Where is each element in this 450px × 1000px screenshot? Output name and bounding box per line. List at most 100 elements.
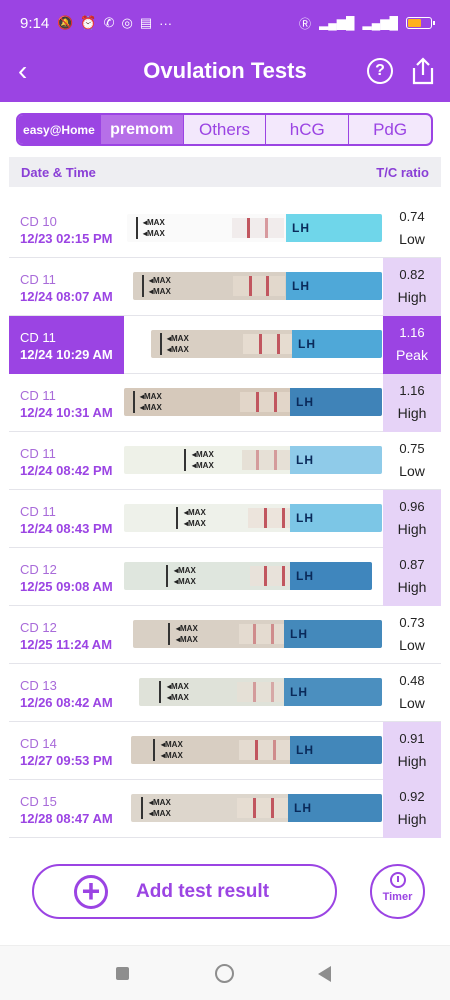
ratio-level: High xyxy=(397,579,427,595)
strip-lh-label: LH easy@home LH xyxy=(286,214,382,242)
table-row[interactable]: CD 12 12/25 11:24 AM ◂MAX◂MAX LH easy@hom… xyxy=(9,606,441,664)
tc-ratio: 0.87 High xyxy=(383,548,441,606)
date-time: 12/24 08:07 AM xyxy=(20,289,113,304)
strip-lh-label: LH easy@home LH xyxy=(290,504,382,532)
date-time: 12/25 09:08 AM xyxy=(20,579,113,594)
col-tc-ratio: T/C ratio xyxy=(376,164,429,180)
share-button[interactable] xyxy=(410,56,436,86)
tab-others[interactable]: Others xyxy=(184,115,267,144)
home-button[interactable] xyxy=(215,964,234,983)
date-time: 12/24 08:42 PM xyxy=(20,463,113,478)
results-list[interactable]: CD 10 12/23 02:15 PM ◂MAX◂MAX LH easy@hom… xyxy=(9,200,441,838)
ratio-value: 0.92 xyxy=(399,789,425,804)
table-row[interactable]: CD 11 12/24 08:43 PM ◂MAX◂MAX LH easy@hom… xyxy=(9,490,441,548)
strip-max-label: ◂MAX ◂MAX xyxy=(149,798,171,818)
ratio-level: High xyxy=(397,753,427,769)
viber-icon: ✆ xyxy=(103,15,115,30)
ratio-level: Low xyxy=(399,463,425,479)
table-row[interactable]: CD 15 12/28 08:47 AM ◂MAX◂MAX LH easy@hom… xyxy=(9,780,441,838)
cycle-day: CD 15 xyxy=(20,794,57,809)
test-strip-image: ◂MAX◂MAX LH easy@home LH xyxy=(124,562,372,590)
table-row[interactable]: CD 11 12/24 08:07 AM ◂MAX◂MAX LH easy@hom… xyxy=(9,258,441,316)
strip-max-label: ◂MAX ◂MAX xyxy=(184,508,206,528)
table-row[interactable]: CD 11 12/24 10:31 AM ◂MAX◂MAX LH easy@hom… xyxy=(9,374,441,432)
date-time: 12/27 09:53 PM xyxy=(20,753,113,768)
tc-ratio: 0.96 High xyxy=(383,490,441,548)
timer-button[interactable]: Timer xyxy=(370,864,425,919)
clock-icon xyxy=(389,872,406,888)
ratio-value: 0.87 xyxy=(399,557,425,572)
strip-max-label: ◂MAX ◂MAX xyxy=(161,740,183,760)
table-row[interactable]: CD 14 12/27 09:53 PM ◂MAX◂MAX LH easy@hom… xyxy=(9,722,441,780)
tc-ratio: 0.91 High xyxy=(383,722,441,780)
tc-ratio: 0.92 High xyxy=(383,780,441,838)
strip-max-label: ◂MAX ◂MAX xyxy=(174,566,196,586)
lte-signal-icon: ▂▄▆█ xyxy=(362,16,398,30)
share-icon xyxy=(412,57,434,85)
ratio-level: Low xyxy=(399,695,425,711)
strip-max-label: ◂MAX ◂MAX xyxy=(149,276,171,296)
cycle-day: CD 11 xyxy=(20,330,56,345)
strip-lh-label: LH easy@home LH xyxy=(290,736,382,764)
strip-lh-label: LH easy@home LH xyxy=(284,678,382,706)
strip-lh-label: LH easy@home LH xyxy=(292,330,382,358)
date-time: 12/24 08:43 PM xyxy=(20,521,113,536)
add-test-result-button[interactable]: + Add test result xyxy=(32,864,337,919)
ratio-level: High xyxy=(397,521,427,537)
tab-hcg[interactable]: hCG xyxy=(266,115,350,144)
recents-button[interactable] xyxy=(116,967,129,980)
tc-ratio: 0.82 High xyxy=(383,258,441,316)
tab-premom[interactable]: premom xyxy=(100,115,184,144)
test-strip-image: ◂MAX◂MAX LH easy@home LH xyxy=(139,678,382,706)
table-row[interactable]: CD 11 12/24 08:42 PM ◂MAX◂MAX LH easy@hom… xyxy=(9,432,441,490)
back-nav-button[interactable] xyxy=(318,966,331,982)
back-button[interactable]: ‹ xyxy=(18,55,28,86)
battery-icon xyxy=(406,17,435,29)
ratio-value: 0.82 xyxy=(399,267,425,282)
test-strip-image: ◂MAX◂MAX LH easy@home LH xyxy=(133,620,382,648)
cycle-day: CD 11 xyxy=(20,446,56,461)
help-button[interactable]: ? xyxy=(367,58,393,84)
ratio-level: Low xyxy=(399,231,425,247)
table-row[interactable]: CD 12 12/25 09:08 AM ◂MAX◂MAX LH easy@hom… xyxy=(9,548,441,606)
page-title: Ovulation Tests xyxy=(143,58,307,83)
tc-ratio: 0.74 Low xyxy=(383,200,441,258)
tc-ratio: 1.16 High xyxy=(383,374,441,432)
status-time: 9:14 xyxy=(20,14,50,32)
tab-easy-home[interactable]: easy@Home xyxy=(18,115,101,144)
cycle-day: CD 11 xyxy=(20,388,56,403)
date-time: 12/25 11:24 AM xyxy=(20,637,113,652)
date-time: 12/24 10:31 AM xyxy=(20,405,113,420)
ratio-level: Low xyxy=(399,637,425,653)
strip-max-label: ◂MAX ◂MAX xyxy=(143,218,165,238)
table-row[interactable]: CD 10 12/23 02:15 PM ◂MAX◂MAX LH easy@hom… xyxy=(9,200,441,258)
cycle-day: CD 11 xyxy=(20,272,56,287)
registered-icon: Ⓡ xyxy=(299,16,312,31)
ratio-level: Peak xyxy=(396,347,428,363)
table-row[interactable]: CD 13 12/26 08:42 AM ◂MAX◂MAX LH easy@hom… xyxy=(9,664,441,722)
cycle-day: CD 11 xyxy=(20,504,56,519)
ratio-value: 0.96 xyxy=(399,499,425,514)
ratio-value: 0.73 xyxy=(399,615,425,630)
test-strip-image: ◂MAX◂MAX LH easy@home LH xyxy=(133,272,382,300)
ratio-value: 0.75 xyxy=(399,441,425,456)
cycle-day: CD 12 xyxy=(20,562,57,577)
strip-lh-label: LH easy@home LH xyxy=(284,620,382,648)
cycle-day: CD 12 xyxy=(20,620,57,635)
strip-lh-label: LH easy@home LH xyxy=(286,272,382,300)
ratio-value: 0.74 xyxy=(399,209,425,224)
strip-max-label: ◂MAX ◂MAX xyxy=(140,392,162,412)
instagram-icon: ◎ xyxy=(121,15,133,30)
tab-pdg[interactable]: PdG xyxy=(373,119,408,139)
strip-lh-label: LH easy@home LH xyxy=(290,562,372,590)
status-right: Ⓡ ▂▄▆█ ▂▄▆█ xyxy=(299,15,435,32)
system-nav-bar xyxy=(0,945,450,1000)
test-strip-image: ◂MAX◂MAX LH easy@home LH xyxy=(124,388,382,416)
ratio-value: 1.16 xyxy=(399,325,425,340)
ratio-level: High xyxy=(397,289,427,305)
test-strip-image: ◂MAX◂MAX LH easy@home LH xyxy=(131,794,382,822)
more-icon: ··· xyxy=(159,15,173,31)
date-time: 12/23 02:15 PM xyxy=(20,231,113,246)
strip-lh-label: LH easy@home LH xyxy=(290,388,382,416)
table-row-selected[interactable]: CD 11 12/24 10:29 AM ◂MAX◂MAX LH easy@hom… xyxy=(9,316,441,374)
